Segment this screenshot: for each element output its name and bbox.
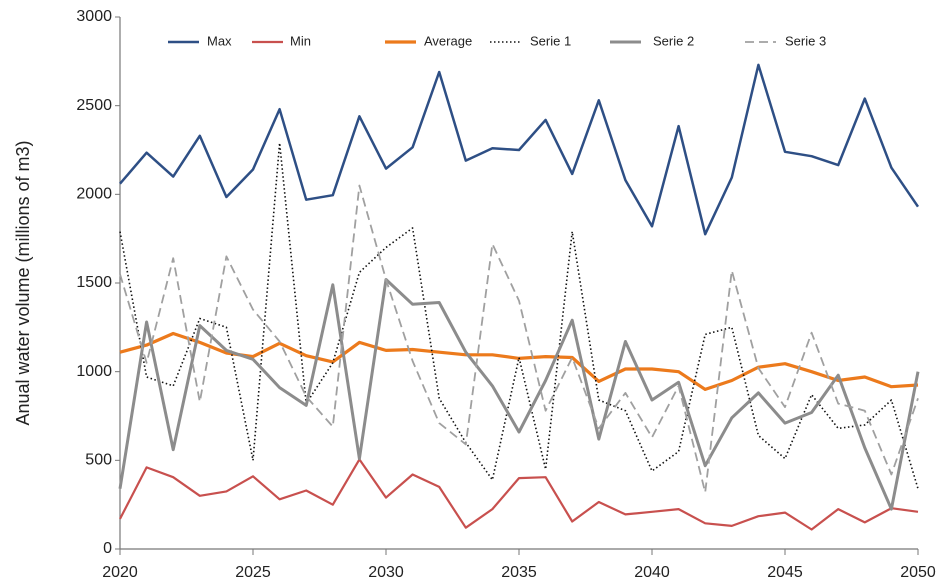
legend-label: Max (207, 33, 232, 48)
x-tick-label: 2025 (235, 564, 271, 581)
series-line (119, 331, 919, 391)
y-tick-label: 1000 (76, 363, 112, 380)
series-line (118, 278, 920, 511)
series-line (119, 184, 919, 494)
series-line (119, 63, 920, 236)
x-tick-label: 2040 (634, 564, 670, 581)
legend-label: Serie 3 (785, 33, 826, 48)
x-tick-label: 2050 (900, 564, 936, 581)
series-line (119, 458, 919, 531)
y-tick-label: 0 (103, 540, 112, 557)
y-axis-label: Anual water volume (millions of m3) (13, 140, 33, 425)
y-tick-label: 2000 (76, 186, 112, 203)
series-line (119, 142, 919, 489)
legend-label: Min (290, 33, 311, 48)
y-tick-label: 1500 (76, 274, 112, 291)
x-tick-label: 2045 (767, 564, 803, 581)
x-tick-label: 2035 (501, 564, 537, 581)
y-tick-label: 500 (85, 452, 112, 469)
legend-label: Serie 2 (653, 33, 694, 48)
x-tick-label: 2030 (368, 564, 404, 581)
y-tick-label: 3000 (76, 8, 112, 25)
legend-label: Average (424, 33, 472, 48)
y-tick-label: 2500 (76, 97, 112, 114)
x-tick-label: 2020 (102, 564, 138, 581)
legend-label: Serie 1 (530, 33, 571, 48)
